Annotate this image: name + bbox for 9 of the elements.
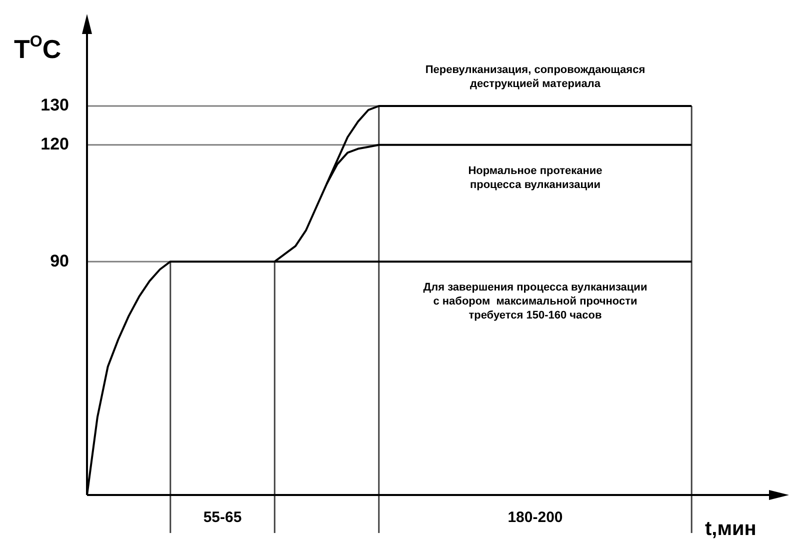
annotation: Нормальное протекание процесса вулканизации (468, 164, 602, 191)
y-tick-label: 90 (50, 251, 69, 270)
x-tick-label: 180-200 (508, 509, 563, 526)
y-tick-label: 120 (40, 134, 69, 154)
x-axis-title: t,мин (705, 518, 756, 540)
y-tick-label: 130 (40, 96, 69, 115)
annotation: Для завершения процесса вулканизации с набором максимальной прочности требуется 150-160 часов (423, 282, 648, 322)
x-tick-label: 55-65 (203, 509, 242, 526)
annotation: Перевулканизация, сопровождающаяся деструкцией материала (425, 64, 646, 90)
